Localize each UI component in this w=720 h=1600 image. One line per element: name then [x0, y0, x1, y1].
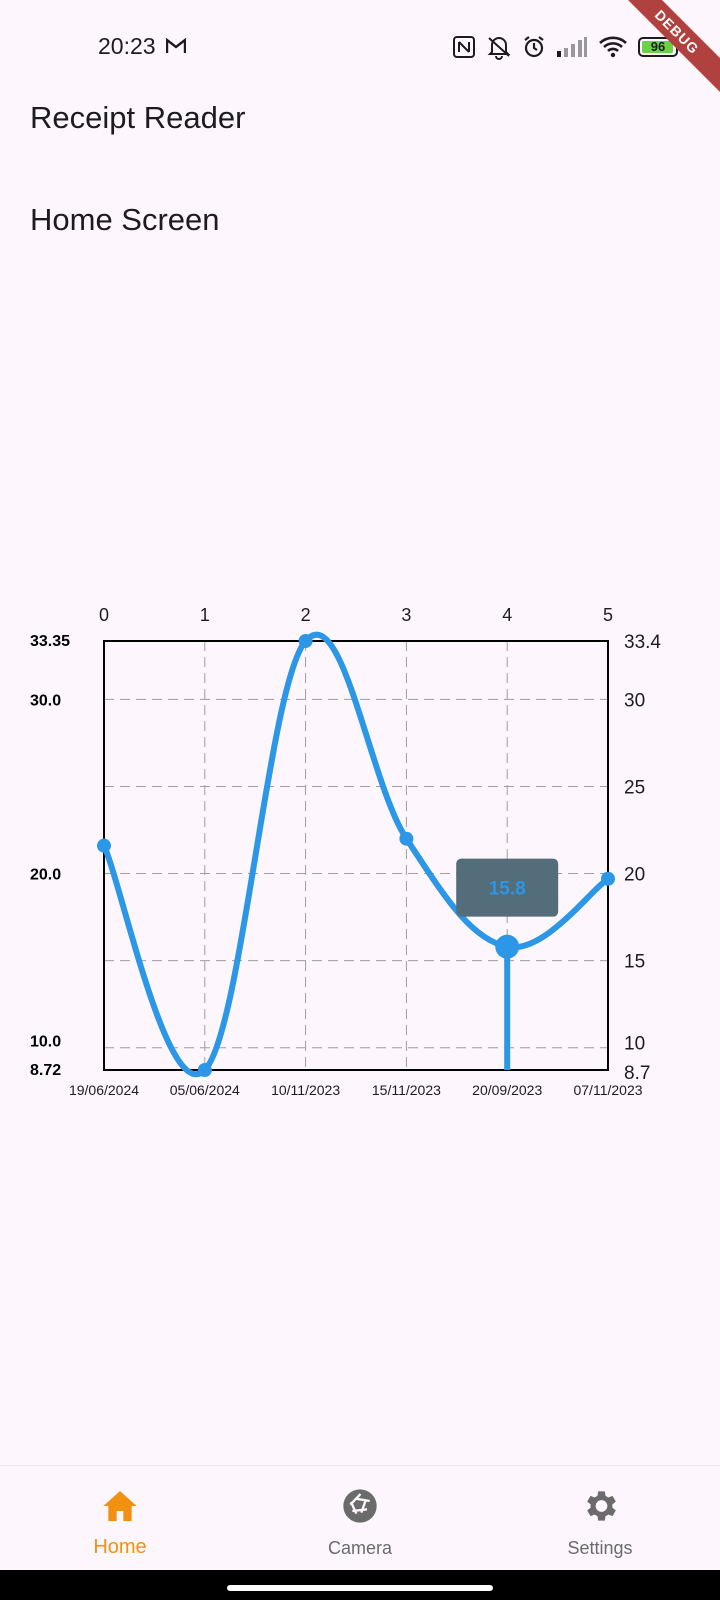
camera-aperture-icon [343, 1489, 377, 1523]
y-tick-label-right: 10 [624, 1034, 645, 1055]
battery-level: 96 [650, 39, 666, 54]
y-tick-label-right: 25 [624, 777, 645, 798]
nav-item-home[interactable]: Home [0, 1466, 240, 1571]
y-tick-label-left: 30.0 [30, 692, 61, 709]
series-line [101, 631, 611, 1077]
signal-icon [557, 37, 587, 57]
x-tick-label-bottom: 19/06/2024 [69, 1082, 139, 1098]
chart-axes [103, 640, 609, 1071]
y-tick-label-left: 20.0 [30, 867, 61, 884]
x-tick-label-top: 2 [301, 605, 311, 625]
chart-border [103, 640, 609, 1071]
alarm-icon [524, 36, 544, 58]
x-tick-label-top: 4 [502, 605, 512, 625]
x-tick-label-top: 0 [99, 605, 109, 625]
x-tick-label-bottom: 15/11/2023 [372, 1082, 441, 1098]
bottom-navigation: Home Camera Settings [0, 1465, 720, 1571]
x-tick-label-top: 5 [603, 605, 613, 625]
status-bar: 20:23 [0, 0, 720, 92]
data-point [97, 838, 111, 853]
tooltip-box [456, 858, 559, 917]
page-title: Home Screen [30, 202, 220, 237]
status-time: 20:23 [98, 33, 156, 59]
gear-icon [587, 1491, 616, 1521]
battery-fill [642, 41, 673, 53]
y-tick-label-left: 33.35 [30, 633, 70, 650]
home-gesture-handle[interactable] [227, 1585, 493, 1591]
y-tick-label-right: 20 [624, 865, 645, 886]
chart-labels: 0 1 2 3 4 5 19/06/2024 05/06/2024 10/11/2023 15/1… [30, 605, 661, 1098]
y-tick-label-right: 33.4 [624, 632, 661, 653]
nav-item-settings-label: Settings [567, 1538, 633, 1558]
line-chart[interactable]: 0 1 2 3 4 5 19/06/2024 05/06/2024 10/11/2023 15/1… [0, 590, 720, 1110]
x-tick-label-bottom: 20/09/2023 [472, 1082, 542, 1098]
x-tick-label-bottom: 05/06/2024 [170, 1082, 240, 1098]
y-tick-label-right: 8.7 [624, 1063, 650, 1084]
y-tick-label-left: 8.72 [30, 1062, 61, 1079]
chart-series [97, 631, 615, 1077]
nav-item-settings[interactable]: Settings [480, 1466, 720, 1571]
x-tick-label-bottom: 07/11/2023 [573, 1082, 642, 1098]
nav-item-camera-label: Camera [327, 1538, 393, 1558]
data-point [601, 871, 615, 886]
data-point [399, 831, 414, 846]
chart-tooltip: 15.8 [456, 858, 559, 1070]
x-tick-label-top: 3 [401, 605, 411, 625]
y-tick-label-left: 10.0 [30, 1034, 61, 1051]
gmail-icon [166, 38, 186, 53]
nav-item-camera[interactable]: Camera [240, 1466, 480, 1571]
x-tick-label-bottom: 10/11/2023 [271, 1082, 340, 1098]
nav-item-home-label: Home [93, 1536, 147, 1558]
chart-grid [104, 641, 608, 1070]
y-tick-label-right: 30 [624, 690, 645, 711]
data-point [197, 1063, 212, 1077]
data-point [298, 634, 313, 648]
x-tick-label-top: 1 [200, 605, 210, 625]
bell-off-icon [487, 37, 511, 60]
wifi-icon [599, 36, 627, 58]
app-title: Receipt Reader [30, 100, 246, 135]
y-tick-label-right: 15 [624, 952, 645, 973]
home-icon [103, 1491, 137, 1521]
status-icons: 96 [452, 34, 678, 60]
tooltip-value: 15.8 [489, 879, 526, 900]
nfc-icon [453, 36, 475, 58]
